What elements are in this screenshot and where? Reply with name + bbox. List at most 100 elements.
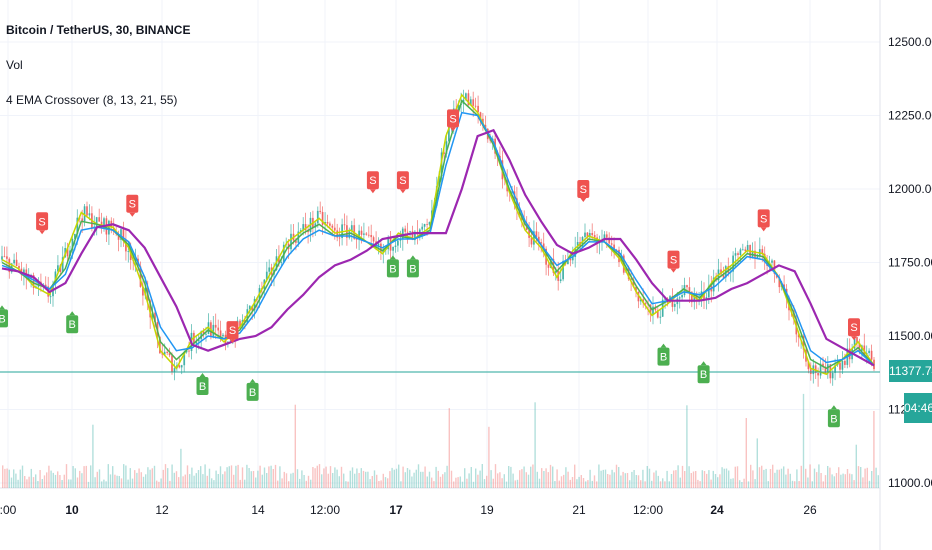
- signal-label: B: [660, 352, 667, 364]
- volume-bar: [380, 480, 382, 488]
- volume-bar: [833, 476, 835, 488]
- volume-bar: [404, 472, 406, 488]
- volume-bar: [472, 481, 475, 488]
- candle-body: [355, 238, 358, 240]
- volume-bar: [171, 464, 173, 488]
- x-tick-label: 19: [480, 503, 494, 517]
- volume-bar: [626, 473, 629, 488]
- volume-bar: [695, 471, 697, 488]
- volume-bar: [767, 481, 769, 488]
- candle-body: [195, 341, 198, 344]
- candle-body: [98, 217, 101, 222]
- volume-bar: [299, 478, 301, 488]
- volume-bar: [417, 464, 420, 488]
- sell-signal-marker: S: [126, 194, 139, 217]
- candle-body: [139, 266, 142, 287]
- indicator-legend[interactable]: 4 EMA Crossover (8, 13, 21, 55): [6, 93, 178, 107]
- candle-body: [331, 225, 334, 228]
- buy-signal-marker: B: [657, 343, 670, 366]
- volume-bar: [81, 473, 83, 488]
- sell-signal-marker: S: [366, 171, 379, 194]
- candle-body: [605, 234, 608, 238]
- volume-bar: [556, 469, 558, 488]
- candle-body: [290, 233, 292, 250]
- candle-body: [673, 304, 676, 307]
- volume-bar: [758, 467, 761, 488]
- candle-body: [858, 343, 861, 351]
- volume-bar: [37, 481, 39, 488]
- candle-body: [74, 233, 76, 239]
- volume-bar: [252, 471, 255, 488]
- volume-bar: [70, 479, 72, 488]
- volume-bar: [844, 474, 846, 488]
- candle-body: [222, 334, 224, 337]
- candle-body: [649, 304, 652, 315]
- volume-bar: [259, 465, 261, 488]
- sell-signal-marker: S: [848, 318, 860, 341]
- symbol-legend[interactable]: Bitcoin / TetherUS, 30, BINANCE: [6, 23, 191, 37]
- candle-body: [8, 258, 11, 273]
- candle-body: [363, 233, 365, 235]
- signal-label: B: [249, 387, 256, 399]
- volume-bar: [162, 469, 164, 488]
- sell-signal-marker: S: [226, 321, 239, 344]
- candle-body: [71, 238, 74, 251]
- last-price-tag: 11377.74: [889, 360, 932, 382]
- volume-bar: [684, 471, 686, 488]
- candle-body: [159, 336, 161, 354]
- buy-signal-marker: B: [196, 373, 209, 395]
- volume-legend[interactable]: Vol: [6, 58, 23, 72]
- candle-body: [224, 334, 227, 345]
- volume-bar: [59, 475, 61, 488]
- volume-bar: [329, 466, 332, 488]
- volume-bar: [747, 481, 750, 488]
- candle-body: [800, 336, 802, 338]
- candle-body: [404, 228, 407, 232]
- candle-body: [822, 363, 824, 367]
- volume-bar: [257, 470, 259, 488]
- candle-body: [756, 256, 759, 259]
- volume-bar: [360, 468, 362, 488]
- volume-bar: [303, 475, 305, 488]
- candle-body: [469, 99, 472, 106]
- candle-body: [569, 258, 572, 261]
- volume-bar: [604, 469, 607, 488]
- volume-bar: [224, 471, 226, 488]
- volume-bar: [600, 470, 602, 488]
- candle-body: [333, 227, 336, 231]
- candle-body: [520, 217, 523, 220]
- volume-bar: [343, 473, 345, 488]
- candle-body: [217, 327, 220, 331]
- volume-bar: [754, 479, 756, 488]
- volume-bar: [68, 479, 70, 488]
- volume-bar: [662, 478, 664, 488]
- volume-bar: [127, 479, 129, 488]
- candle-body: [722, 274, 725, 278]
- candle-body: [698, 298, 700, 300]
- volume-bar: [413, 472, 415, 488]
- signal-label: S: [670, 255, 677, 267]
- volume-bar: [708, 470, 710, 488]
- signal-label: B: [69, 319, 76, 331]
- volume-bar: [642, 469, 644, 488]
- y-tick-label: 12000.00: [888, 182, 932, 196]
- volume-bar: [651, 480, 653, 488]
- volume-bar: [598, 464, 600, 488]
- volume-bar: [26, 479, 28, 488]
- volume-bar: [640, 480, 642, 488]
- volume-bar: [213, 480, 215, 488]
- volume-bar: [774, 472, 776, 488]
- volume-bar: [336, 469, 338, 488]
- volume-bar: [332, 473, 334, 488]
- candle-body: [686, 285, 688, 288]
- candle-body: [13, 259, 15, 264]
- volume-bar: [96, 471, 98, 488]
- candle-body: [280, 262, 283, 263]
- candle-body: [467, 93, 470, 106]
- volume-bar: [272, 469, 274, 488]
- candle-body: [737, 253, 739, 255]
- volume-bar: [145, 474, 147, 488]
- ema21-line: [1, 111, 875, 366]
